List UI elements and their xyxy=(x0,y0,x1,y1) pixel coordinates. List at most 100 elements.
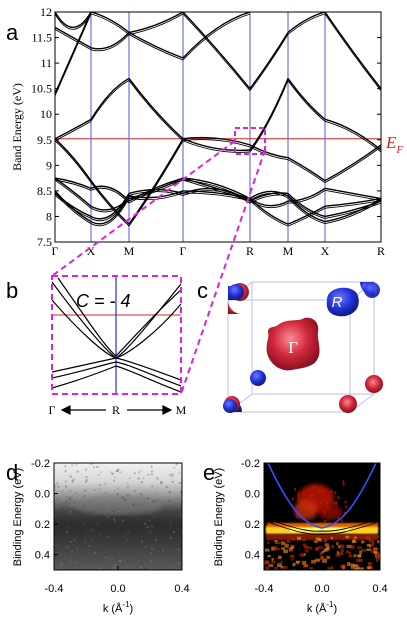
band-curve xyxy=(324,118,381,151)
panel-d: d -0.2 0.0 0.2 0.4 -0.4 0.0 0.4 Binding Energ… xyxy=(6,458,190,615)
y-tick-label: 9.5 xyxy=(37,133,52,147)
band-curve xyxy=(182,139,251,148)
band-curve xyxy=(324,202,381,219)
band-curve xyxy=(249,200,289,227)
band-curve xyxy=(182,140,251,153)
band-curve xyxy=(128,80,184,142)
x-axis-ticks-e: -0.4 0.0 0.4 xyxy=(255,566,388,595)
k-label-m: M xyxy=(176,403,187,417)
band-curve xyxy=(249,146,289,161)
y-tick-label: -0.2 xyxy=(31,458,50,470)
y-axis-ticks-d: -0.2 0.0 0.2 0.4 xyxy=(31,458,58,562)
band-curve xyxy=(287,12,326,33)
x-tick-label: M xyxy=(283,244,294,258)
band-curve xyxy=(90,31,130,50)
band-curve xyxy=(182,13,251,91)
k-label-r: R xyxy=(112,403,120,417)
band-curve xyxy=(90,80,130,122)
gamma-label: Γ xyxy=(288,338,298,357)
band-curve xyxy=(90,12,130,33)
band-curve xyxy=(287,159,326,184)
band-curve xyxy=(128,12,184,34)
band-curve xyxy=(324,146,381,184)
x-tick-label: Γ xyxy=(52,244,59,258)
arpes-heatmap-d xyxy=(54,463,182,570)
x-tick-label: -0.4 xyxy=(45,583,64,595)
band-curve xyxy=(249,78,289,151)
y-tick-label: 0.2 xyxy=(35,519,50,531)
y-axis-ticks: 12 11.5 11 10.5 10 9.5 9 8.5 8 7.5 xyxy=(31,5,381,249)
panel-a-frame xyxy=(54,11,382,243)
band-curve xyxy=(55,26,92,49)
band-curve xyxy=(90,34,130,52)
band-curve xyxy=(128,188,184,195)
y-tick-label: 0.0 xyxy=(35,489,50,501)
x-tick-label: -0.4 xyxy=(255,583,274,595)
band-curve xyxy=(287,80,326,122)
y-axis-ticks-e: -0.2 0.0 0.2 0.4 xyxy=(241,458,268,562)
band-curve xyxy=(182,12,251,59)
band-curve xyxy=(182,12,251,90)
arpes-heatmap-e xyxy=(264,463,380,570)
panel-c: c R xyxy=(197,278,383,413)
band-curve xyxy=(287,157,326,182)
band-curve xyxy=(249,192,289,202)
y-tick-label: -0.2 xyxy=(241,458,260,470)
band-curve xyxy=(182,177,251,200)
y-tick-label: 10.5 xyxy=(31,82,52,96)
zoom-band-curve xyxy=(52,357,181,381)
band-curve xyxy=(324,12,381,90)
band-curve xyxy=(55,138,92,182)
x-tick-label: R xyxy=(377,244,385,258)
band-curve xyxy=(249,190,289,200)
zoom-band-curve xyxy=(57,277,181,357)
y-axis-label-e: Binding Energy (eV) xyxy=(213,468,225,566)
x-tick-label: 0.0 xyxy=(314,583,329,595)
x-tick-label: 0.4 xyxy=(372,583,387,595)
band-curve xyxy=(249,144,289,159)
x-axis-label-e: k (Å-1) xyxy=(307,600,337,615)
band-curve xyxy=(182,13,251,61)
corner-pockets xyxy=(223,282,383,413)
band-curve xyxy=(287,189,326,204)
band-curve xyxy=(324,197,381,223)
band-curve xyxy=(182,138,251,152)
zoom-band-curves xyxy=(52,277,181,393)
x-axis-ticks-d: -0.4 0.0 0.4 xyxy=(45,566,190,595)
x-tick-label: Γ xyxy=(180,244,187,258)
y-axis-label-d: Binding Energy (eV) xyxy=(12,468,24,566)
y-tick-label: 8.5 xyxy=(37,184,52,198)
x-tick-label: 0.4 xyxy=(174,583,189,595)
band-curve xyxy=(55,140,92,183)
y-tick-label: 9 xyxy=(46,158,52,172)
y-tick-label: 10 xyxy=(40,107,52,121)
panel-a: a 12 11.5 11 10.5 10 9.5 9 8.5 8 7.5 Γ X M Γ R M X R Ban… xyxy=(6,5,403,258)
band-curve xyxy=(128,78,184,140)
x-tick-label: 0.0 xyxy=(110,583,125,595)
band-curve xyxy=(55,192,92,218)
band-curve xyxy=(182,179,251,201)
x-axis-label-d: k (Å-1) xyxy=(103,600,133,615)
band-curve xyxy=(182,190,251,204)
band-curve xyxy=(249,200,289,209)
band-curve xyxy=(90,197,130,227)
x-tick-label: R xyxy=(246,244,254,258)
band-curve xyxy=(128,140,184,227)
panel-e: e -0.2 0.0 0.2 0.4 -0.4 0.0 0.4 Binding Energ… xyxy=(203,458,388,615)
k-label-gamma: Γ xyxy=(49,403,56,417)
band-curve xyxy=(55,120,92,142)
x-tick-label: M xyxy=(124,244,135,258)
y-tick-label: 8 xyxy=(46,209,52,223)
band-curve xyxy=(55,179,92,209)
band-curve xyxy=(55,13,92,96)
band-curve xyxy=(324,120,381,153)
band-curve xyxy=(55,177,92,189)
band-curve xyxy=(182,187,251,202)
y-tick-label: 11 xyxy=(40,56,52,70)
band-curve xyxy=(324,189,381,201)
band-curve xyxy=(287,205,326,225)
band-curve xyxy=(128,34,184,61)
k-path-arrows xyxy=(60,405,173,415)
